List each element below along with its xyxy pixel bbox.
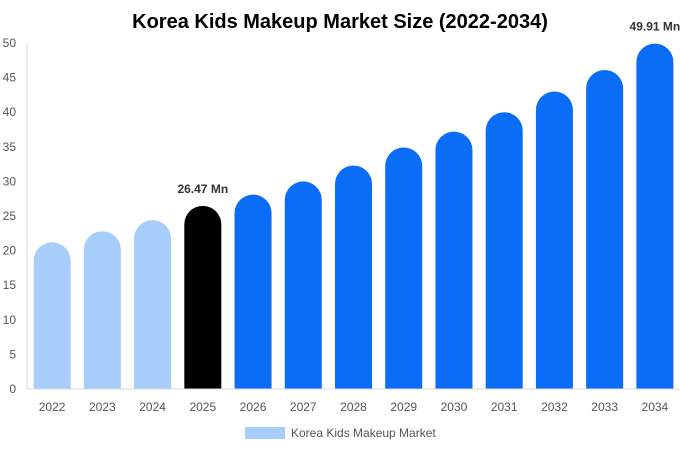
bar-2023 <box>83 231 121 389</box>
bar-2027 <box>284 181 322 389</box>
bar-2025 <box>184 205 222 389</box>
y-tick-label: 0 <box>9 382 16 396</box>
x-tick-label: 2030 <box>441 400 468 414</box>
y-axis: 0 5 10 15 20 25 30 35 40 45 50 <box>3 36 17 396</box>
x-tick-label: 2027 <box>290 400 317 414</box>
x-tick-label: 2026 <box>240 400 267 414</box>
bar-2030 <box>435 131 473 389</box>
y-tick-label: 10 <box>3 313 17 327</box>
x-axis: 2022 2023 2024 2025 2026 2027 2028 2029 2030 2031… <box>39 400 669 414</box>
x-tick-label: 2024 <box>139 400 166 414</box>
data-label: 49.91 Mn <box>630 20 680 34</box>
x-tick-label: 2033 <box>591 400 618 414</box>
bar-2032 <box>535 91 573 389</box>
y-tick-label: 50 <box>3 36 17 50</box>
y-tick-label: 5 <box>9 347 16 361</box>
x-tick-label: 2025 <box>189 400 216 414</box>
y-tick-label: 25 <box>3 209 17 223</box>
legend-swatch <box>245 427 285 439</box>
bar-2024 <box>134 220 172 389</box>
bar-2033 <box>586 69 624 389</box>
y-tick-label: 40 <box>3 105 17 119</box>
y-tick-label: 15 <box>3 278 17 292</box>
x-tick-label: 2029 <box>390 400 417 414</box>
bar-2034 <box>636 43 674 389</box>
x-tick-label: 2023 <box>89 400 116 414</box>
data-labels: 26.47 Mn 49.91 Mn <box>177 20 680 196</box>
bar-2026 <box>234 194 272 389</box>
y-tick-label: 20 <box>3 244 17 258</box>
x-tick-label: 2031 <box>491 400 518 414</box>
data-label: 26.47 Mn <box>177 182 228 196</box>
bar-2031 <box>485 112 523 389</box>
bars <box>33 43 674 389</box>
x-tick-label: 2028 <box>340 400 367 414</box>
y-tick-label: 35 <box>3 140 17 154</box>
legend: Korea Kids Makeup Market <box>245 426 436 440</box>
chart-title: Korea Kids Makeup Market Size (2022-2034… <box>132 11 548 33</box>
x-tick-label: 2032 <box>541 400 568 414</box>
x-tick-label: 2022 <box>39 400 66 414</box>
y-tick-label: 30 <box>3 174 17 188</box>
bar-2022 <box>33 242 71 389</box>
y-tick-label: 45 <box>3 71 17 85</box>
x-tick-label: 2034 <box>642 400 669 414</box>
bar-2028 <box>335 165 372 389</box>
bar-2029 <box>385 147 423 389</box>
legend-label: Korea Kids Makeup Market <box>291 426 436 440</box>
